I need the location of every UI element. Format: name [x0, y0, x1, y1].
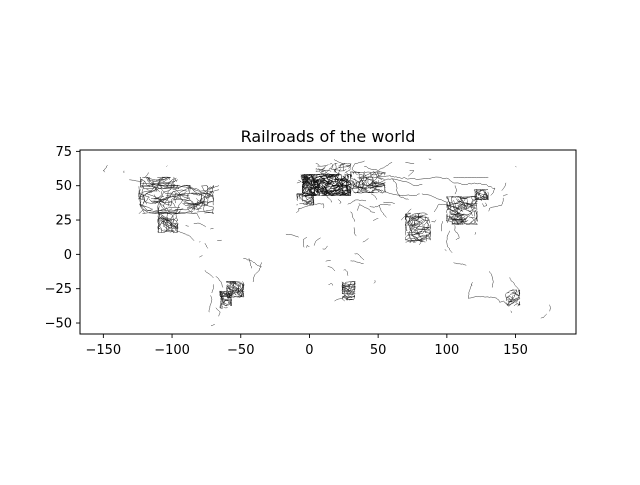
x-tick-label: 100	[434, 343, 459, 358]
x-tick-label: 150	[503, 343, 528, 358]
x-tick-label: −100	[154, 343, 190, 358]
x-tick-label: −50	[227, 343, 254, 358]
x-tick-label: 50	[370, 343, 387, 358]
x-tick-label: 0	[305, 343, 313, 358]
y-tick-label: 0	[64, 248, 72, 263]
y-tick-label: −50	[45, 317, 72, 332]
y-tick-label: 75	[55, 145, 72, 160]
y-tick-label: 25	[55, 214, 72, 229]
chart-title: Railroads of the world	[241, 127, 416, 146]
x-tick-label: −150	[85, 343, 121, 358]
y-tick-label: 50	[55, 179, 72, 194]
y-tick-label: −25	[45, 282, 72, 297]
